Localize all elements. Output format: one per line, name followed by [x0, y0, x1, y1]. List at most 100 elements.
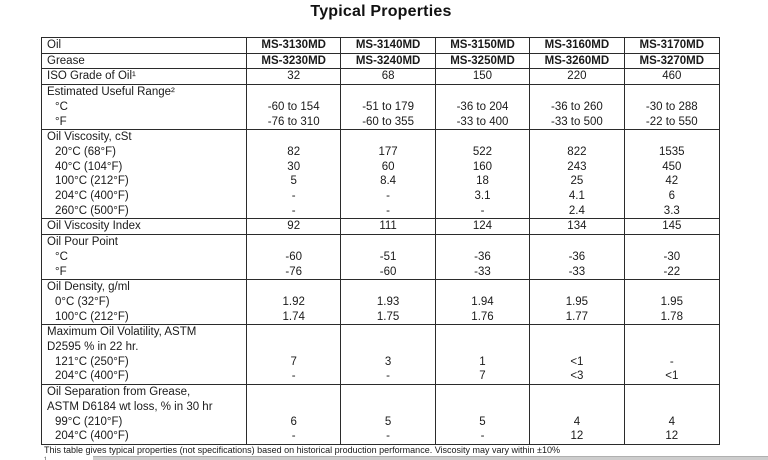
cell-value: 1.77: [530, 309, 625, 325]
table-row: ISO Grade of Oil¹ 32 68 150 220 460: [42, 69, 719, 85]
cell-value: [625, 235, 719, 250]
cell-value: -33 to 400: [436, 114, 531, 130]
cell-value: 1535: [659, 145, 685, 158]
cell-value: -: [341, 203, 436, 219]
row-label: Oil Viscosity Index: [42, 219, 247, 235]
table-row: Oil Density, g/ml: [42, 280, 719, 295]
cell-value: -51: [341, 249, 436, 265]
cell-value: MS-3130MD: [247, 38, 342, 53]
properties-table: Oil MS-3130MD MS-3140MD MS-3150MD MS-3160MD M…: [41, 37, 720, 445]
cell-value: 1.95: [660, 295, 683, 308]
cell-value: [436, 85, 531, 100]
cell-value: -: [436, 429, 531, 444]
table-row: °C -60 to 154 -51 to 179 -36 to 204 -36 to 2…: [42, 99, 719, 115]
cell-value: [436, 325, 531, 355]
row-label: Oil Viscosity, cSt: [42, 130, 247, 145]
cell-value: -60 to 154: [247, 99, 342, 115]
table-row: Oil Separation from Grease, ASTM D6184 w…: [42, 385, 719, 415]
cell-value: MS-3250MD: [436, 53, 531, 69]
cell-value: 1.93: [341, 294, 436, 310]
cell-value: 3: [341, 354, 436, 370]
table-section-grease: Grease MS-3230MD MS-3240MD MS-3250MD MS-3260…: [42, 52, 719, 69]
table-section-viscosity-index: Oil Viscosity Index 92 111 124 134 145: [42, 218, 719, 235]
cell-value: 7: [436, 369, 531, 385]
cell-value: -: [341, 429, 436, 444]
row-label: Oil: [42, 38, 247, 53]
table-section-oil: Oil MS-3130MD MS-3140MD MS-3150MD MS-3160MD M…: [42, 38, 719, 53]
cell-value: -30 to 288: [645, 100, 698, 113]
cell-value: [341, 385, 436, 415]
row-label: 100°C (212°F): [42, 309, 247, 325]
bottom-strip: [93, 456, 768, 460]
cell-value: 522: [436, 144, 531, 160]
table-section-viscosity: Oil Viscosity, cSt 20°C (68°F) 82 177 522 822…: [42, 129, 719, 219]
cell-value: 6: [668, 190, 675, 203]
cell-value: 243: [530, 159, 625, 175]
cell-value: 5: [436, 414, 531, 430]
cell-value: 68: [341, 69, 436, 85]
cell-value: [530, 85, 625, 100]
table-row: 0°C (32°F) 1.92 1.93 1.94 1.95 1.95: [42, 294, 719, 310]
row-label: 204°C (400°F): [42, 189, 247, 204]
cell-value: 3.3: [663, 204, 680, 217]
cell-value: -36 to 260: [530, 99, 625, 115]
cell-value: 160: [436, 159, 531, 175]
page-title: Typical Properties: [310, 3, 452, 20]
cell-value: -22: [663, 265, 681, 278]
table-row: Oil Pour Point: [42, 235, 719, 250]
cell-value: 6: [247, 414, 342, 430]
clipped-footnote: ¹: [44, 455, 47, 460]
cell-value: [530, 235, 625, 250]
cell-value: 1.94: [436, 294, 531, 310]
table-row: 121°C (250°F) 7 3 1 <1 -: [42, 354, 719, 370]
cell-value: 4.1: [530, 189, 625, 204]
cell-value: -36: [530, 249, 625, 265]
cell-value: [341, 130, 436, 145]
table-row: 260°C (500°F) - - -2.4 3.3: [42, 203, 719, 219]
cell-value: -: [247, 429, 342, 444]
row-label: Oil Density, g/ml: [42, 280, 247, 295]
cell-value: MS-3260MD: [530, 53, 625, 69]
cell-value: 1.76: [436, 309, 531, 325]
table-row: °C -60 -51 -36 -36 -30: [42, 249, 719, 265]
cell-value: 220: [530, 69, 625, 85]
cell-value: [530, 385, 625, 415]
row-label: 260°C (500°F): [42, 203, 247, 219]
cell-value: 145: [662, 220, 682, 233]
table-row: Estimated Useful Range²: [42, 85, 719, 100]
row-label: °F: [42, 264, 247, 280]
cell-value: -: [669, 355, 674, 368]
cell-value: 32: [247, 69, 342, 85]
cell-value: 8.4: [341, 174, 436, 190]
table-row: 100°C (212°F) 5 8.4 18 25 42: [42, 174, 719, 190]
cell-value: [341, 325, 436, 355]
table-row: 40°C (104°F) 30 60 160 243 450: [42, 159, 719, 175]
cell-value: 12: [530, 429, 625, 444]
cell-value: 124: [436, 219, 531, 235]
cell-value: MS-3150MD: [436, 38, 531, 53]
cell-value: -: [247, 189, 342, 204]
cell-value: 5: [341, 414, 436, 430]
cell-value: -76 to 310: [247, 114, 342, 130]
cell-value: -: [247, 369, 342, 385]
cell-value: -: [247, 203, 342, 219]
row-label: 99°C (210°F): [42, 414, 247, 430]
cell-value: [436, 235, 531, 250]
table-section-density: Oil Density, g/ml 0°C (32°F) 1.92 1.93 1.94 1…: [42, 279, 719, 325]
cell-value: <1: [530, 354, 625, 370]
cell-value: -: [341, 369, 436, 385]
cell-value: [530, 130, 625, 145]
cell-value: 92: [247, 219, 342, 235]
cell-value: -: [341, 189, 436, 204]
table-row: Oil Viscosity Index 92 111 124 134 145: [42, 219, 719, 235]
cell-value: [247, 130, 342, 145]
cell-value: [625, 130, 719, 145]
cell-value: 5: [247, 174, 342, 190]
cell-value: -36 to 204: [436, 99, 531, 115]
cell-value: 7: [247, 354, 342, 370]
cell-value: [247, 385, 342, 415]
row-label: 40°C (104°F): [42, 159, 247, 175]
cell-value: -33: [436, 264, 531, 280]
cell-value: <3: [530, 369, 625, 385]
row-label: Maximum Oil Volatility, ASTM D2595 % in …: [42, 325, 247, 355]
